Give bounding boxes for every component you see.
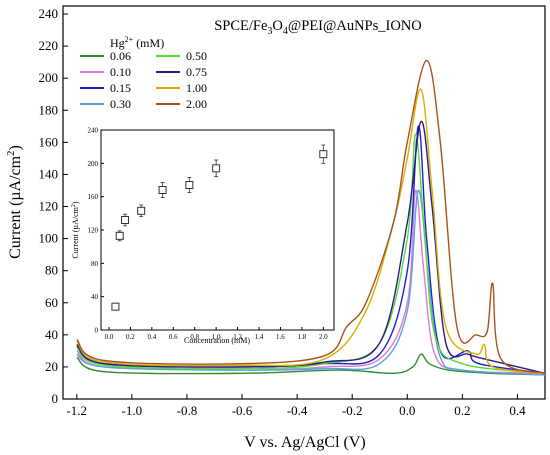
main-plot-curves xyxy=(76,59,546,376)
y-tick-label: 20 xyxy=(45,359,58,374)
series-line-0.75 xyxy=(76,120,546,374)
y-axis-label: Current (µA/cm2) xyxy=(5,145,24,259)
inset-y-tick-label: 200 xyxy=(88,160,99,168)
plot-title: SPCE/Fe3O4@PEI@AuNPs_IONO xyxy=(214,18,422,37)
x-tick-label: 0.4 xyxy=(509,403,526,418)
inset-x-tick-label: 0.0 xyxy=(105,333,114,341)
inset-x-tick-label: 1.6 xyxy=(276,333,285,341)
inset-y-tick-label: 40 xyxy=(91,293,99,301)
series-line-1.00 xyxy=(76,88,546,374)
x-tick-label: -0.2 xyxy=(342,403,363,418)
inset-data-point xyxy=(115,231,124,240)
inset-data-point xyxy=(319,150,328,159)
inset-data-point xyxy=(185,181,194,189)
legend-label-1.00: 1.00 xyxy=(186,81,207,95)
inset-y-axis-label: Current (µA/cm2) xyxy=(71,201,80,258)
y-tick-label: 160 xyxy=(39,134,59,149)
y-tick-label: 60 xyxy=(45,295,58,310)
inset-x-tick-label: 1.8 xyxy=(297,333,306,341)
x-tick-label: -0.6 xyxy=(232,403,253,418)
inset-y-tick-label: 160 xyxy=(88,193,99,201)
y-tick-label: 200 xyxy=(39,70,59,85)
legend-label-2.00: 2.00 xyxy=(186,97,207,111)
main-plot-frame xyxy=(62,5,546,400)
inset-x-tick-label: 0.6 xyxy=(169,333,178,341)
inset-data-point xyxy=(158,186,167,194)
y-tick-label: 180 xyxy=(39,102,59,117)
legend-label-0.10: 0.10 xyxy=(110,65,131,79)
inset-data-point xyxy=(111,302,120,311)
series-line-0.50 xyxy=(76,133,546,374)
x-tick-label: -0.8 xyxy=(177,403,198,418)
inset-y-tick-label: 0 xyxy=(95,327,99,335)
legend-entries: 0.06 0.50 0.10 0.75 0.15 1.00 0.30 2.00 xyxy=(80,49,207,111)
legend-title: Hg2+ (mM) xyxy=(110,35,164,50)
legend-label-0.06: 0.06 xyxy=(110,49,131,63)
legend-label-0.30: 0.30 xyxy=(110,97,131,111)
inset-x-tick-label: 0.4 xyxy=(147,333,156,341)
x-tick-label: -1.2 xyxy=(66,403,87,418)
inset-x-tick-label: 1.2 xyxy=(233,333,242,341)
y-tick-label: 80 xyxy=(45,263,58,278)
inset-y-tick-label: 120 xyxy=(88,227,99,235)
inset-y-tick-label: 80 xyxy=(91,260,99,268)
x-tick-label: 0.2 xyxy=(454,403,470,418)
inset-y-tick-label: 240 xyxy=(88,127,99,135)
y-tick-label: 220 xyxy=(39,38,59,53)
inset-x-tick-label: 0.8 xyxy=(190,333,199,341)
x-tick-label: -0.4 xyxy=(287,403,308,418)
x-tick-label: 0.0 xyxy=(399,403,415,418)
inset-x-axis-label: Concentration (mM) xyxy=(184,336,250,345)
legend: Hg2+ (mM) 0.06 0.50 0.10 0.75 0.15 1.00 0.30 2.… xyxy=(80,35,207,111)
y-tick-label: 120 xyxy=(39,199,59,214)
legend-label-0.50: 0.50 xyxy=(186,49,207,63)
inset-frame xyxy=(100,129,335,331)
inset-data-points xyxy=(111,144,328,311)
x-axis-label: V vs. Ag/AgCl (V) xyxy=(244,434,366,451)
inset-chart: 0.0 0.2 0.4 0.6 0.8 1.0 1.2 1.4 1.6 1.8 2.0 0 40 80 12… xyxy=(71,127,335,345)
inset-data-point xyxy=(121,216,130,224)
y-tick-label: 100 xyxy=(39,231,59,246)
series-line-0.30 xyxy=(76,189,546,376)
y-tick-label: 140 xyxy=(39,166,59,181)
series-line-2.00 xyxy=(76,59,546,374)
y-tick-label: 0 xyxy=(52,391,59,406)
inset-x-tick-label: 2.0 xyxy=(319,333,328,341)
inset-axis-ticks: 0.0 0.2 0.4 0.6 0.8 1.0 1.2 1.4 1.6 1.8 2.0 0 40 80 12… xyxy=(88,127,329,342)
inset-x-tick-label: 1.4 xyxy=(255,333,264,341)
y-tick-label: 40 xyxy=(45,327,58,342)
inset-data-point xyxy=(137,206,146,215)
x-tick-label: -1.0 xyxy=(122,403,143,418)
inset-x-tick-label: 1.0 xyxy=(212,333,221,341)
legend-label-0.15: 0.15 xyxy=(110,81,131,95)
legend-label-0.75: 0.75 xyxy=(186,65,207,79)
inset-data-point xyxy=(212,164,221,173)
series-line-0.06 xyxy=(76,353,546,376)
main-axis-ticks: -1.2 -1.0 -0.8 -0.6 -0.4 -0.2 0.0 0.2 0.4 0 20 40 60… xyxy=(39,6,527,418)
inset-x-tick-label: 0.2 xyxy=(126,333,135,341)
y-tick-label: 240 xyxy=(39,6,59,21)
